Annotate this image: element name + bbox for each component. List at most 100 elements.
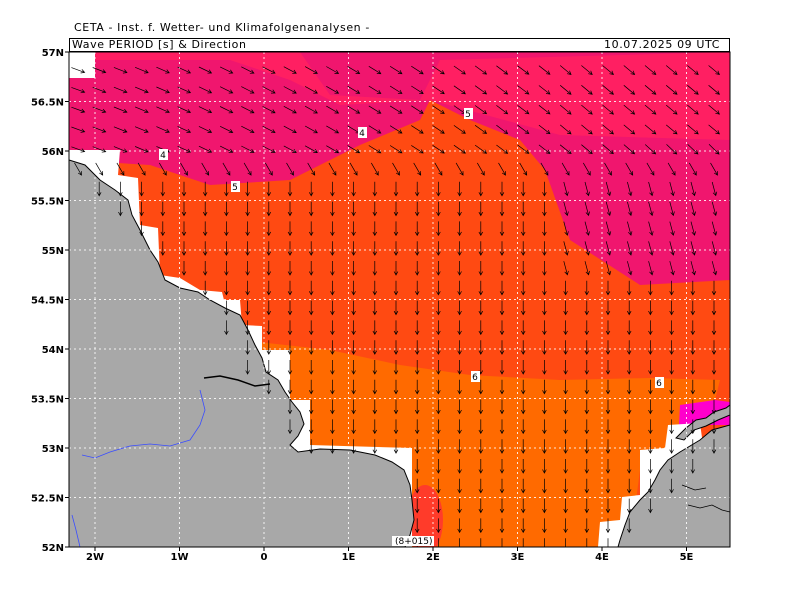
direction-arrow	[457, 459, 462, 474]
direction-arrow	[648, 498, 653, 514]
direction-arrow	[687, 85, 699, 95]
direction-arrow	[626, 399, 632, 415]
direction-arrow	[287, 399, 293, 415]
direction-arrow	[372, 379, 378, 395]
direction-arrow	[605, 320, 611, 336]
direction-arrow	[605, 399, 611, 415]
direction-arrow	[156, 106, 170, 114]
direction-arrow	[520, 340, 526, 355]
direction-arrow	[520, 379, 526, 395]
direction-arrow	[478, 478, 484, 494]
direction-arrow	[351, 300, 356, 316]
direction-arrow	[113, 106, 128, 114]
direction-arrow	[690, 201, 696, 217]
direction-arrow	[330, 201, 335, 217]
direction-arrow	[563, 300, 568, 316]
direction-arrow	[644, 104, 657, 115]
direction-arrow	[499, 280, 505, 296]
direction-arrow	[499, 261, 505, 276]
direction-arrow	[459, 538, 460, 547]
direction-arrow	[287, 280, 293, 296]
direction-arrow	[665, 85, 678, 95]
direction-arrow	[711, 340, 717, 355]
direction-arrow	[584, 498, 590, 514]
direction-arrow	[499, 379, 505, 395]
direction-arrow	[499, 181, 505, 197]
direction-arrow	[605, 478, 611, 494]
direction-arrow	[330, 241, 335, 256]
direction-arrow	[687, 144, 699, 155]
direction-arrow	[711, 399, 717, 415]
direction-arrow	[711, 419, 717, 435]
direction-arrow	[605, 280, 611, 296]
direction-arrow	[262, 125, 276, 134]
direction-arrow	[520, 459, 526, 474]
direction-arrow	[266, 300, 272, 316]
direction-arrow	[563, 280, 568, 296]
direction-arrow	[116, 162, 125, 176]
direction-arrow	[308, 201, 314, 217]
lat-tick-label: 53.5N	[31, 395, 64, 406]
direction-arrow	[604, 162, 612, 176]
direction-arrow	[134, 86, 149, 94]
direction-arrow	[520, 181, 526, 197]
direction-arrow	[584, 181, 590, 197]
direction-arrow	[623, 65, 636, 75]
wave-direction-arrows	[71, 65, 720, 547]
direction-arrow	[648, 280, 653, 296]
direction-arrow	[563, 419, 568, 435]
direction-arrow	[478, 181, 484, 197]
direction-arrow	[389, 66, 403, 75]
direction-arrow	[326, 85, 340, 94]
direction-arrow	[457, 498, 462, 514]
direction-arrow	[180, 162, 188, 176]
direction-arrow	[690, 399, 696, 415]
direction-arrow	[605, 360, 611, 375]
direction-arrow	[308, 320, 314, 336]
direction-arrow	[308, 340, 314, 355]
direction-arrow	[113, 146, 128, 153]
lat-tick-label: 52N	[42, 543, 64, 554]
direction-arrow	[436, 439, 441, 454]
direction-arrow	[648, 459, 653, 474]
direction-arrow	[438, 538, 439, 547]
direction-arrow	[711, 379, 717, 395]
direction-arrow	[224, 300, 229, 316]
direction-arrow	[414, 241, 420, 256]
direction-arrow	[687, 65, 699, 75]
direction-arrow	[542, 399, 547, 415]
direction-arrow	[542, 280, 547, 296]
ijsselmeer-dike	[675, 404, 730, 441]
direction-arrow	[245, 320, 250, 336]
direction-arrow	[665, 124, 678, 135]
direction-arrow	[584, 280, 590, 296]
direction-arrow	[113, 86, 128, 94]
direction-arrow	[499, 221, 505, 237]
direction-arrow	[542, 300, 547, 316]
direction-arrow	[626, 280, 632, 296]
direction-arrow	[563, 201, 569, 217]
direction-arrow	[478, 241, 484, 256]
direction-arrow	[245, 280, 250, 296]
direction-arrow	[202, 280, 208, 296]
direction-arrow	[436, 320, 441, 336]
direction-arrow	[351, 280, 356, 296]
direction-arrow	[711, 300, 717, 316]
direction-arrow	[626, 419, 632, 435]
direction-arrow	[160, 201, 166, 217]
direction-arrow	[372, 419, 378, 435]
direction-arrow	[436, 360, 441, 375]
direction-arrow	[245, 221, 250, 237]
direction-arrow	[351, 221, 356, 237]
direction-arrow	[392, 162, 400, 176]
direction-arrow	[542, 340, 547, 355]
direction-arrow	[181, 241, 187, 256]
direction-arrow	[330, 280, 335, 296]
direction-arrow	[351, 181, 356, 197]
direction-arrow	[92, 86, 107, 94]
direction-arrow	[414, 459, 420, 474]
direction-arrow	[605, 221, 612, 236]
direction-arrow	[411, 125, 424, 134]
direction-arrow	[602, 124, 614, 135]
direction-arrow	[287, 360, 293, 375]
